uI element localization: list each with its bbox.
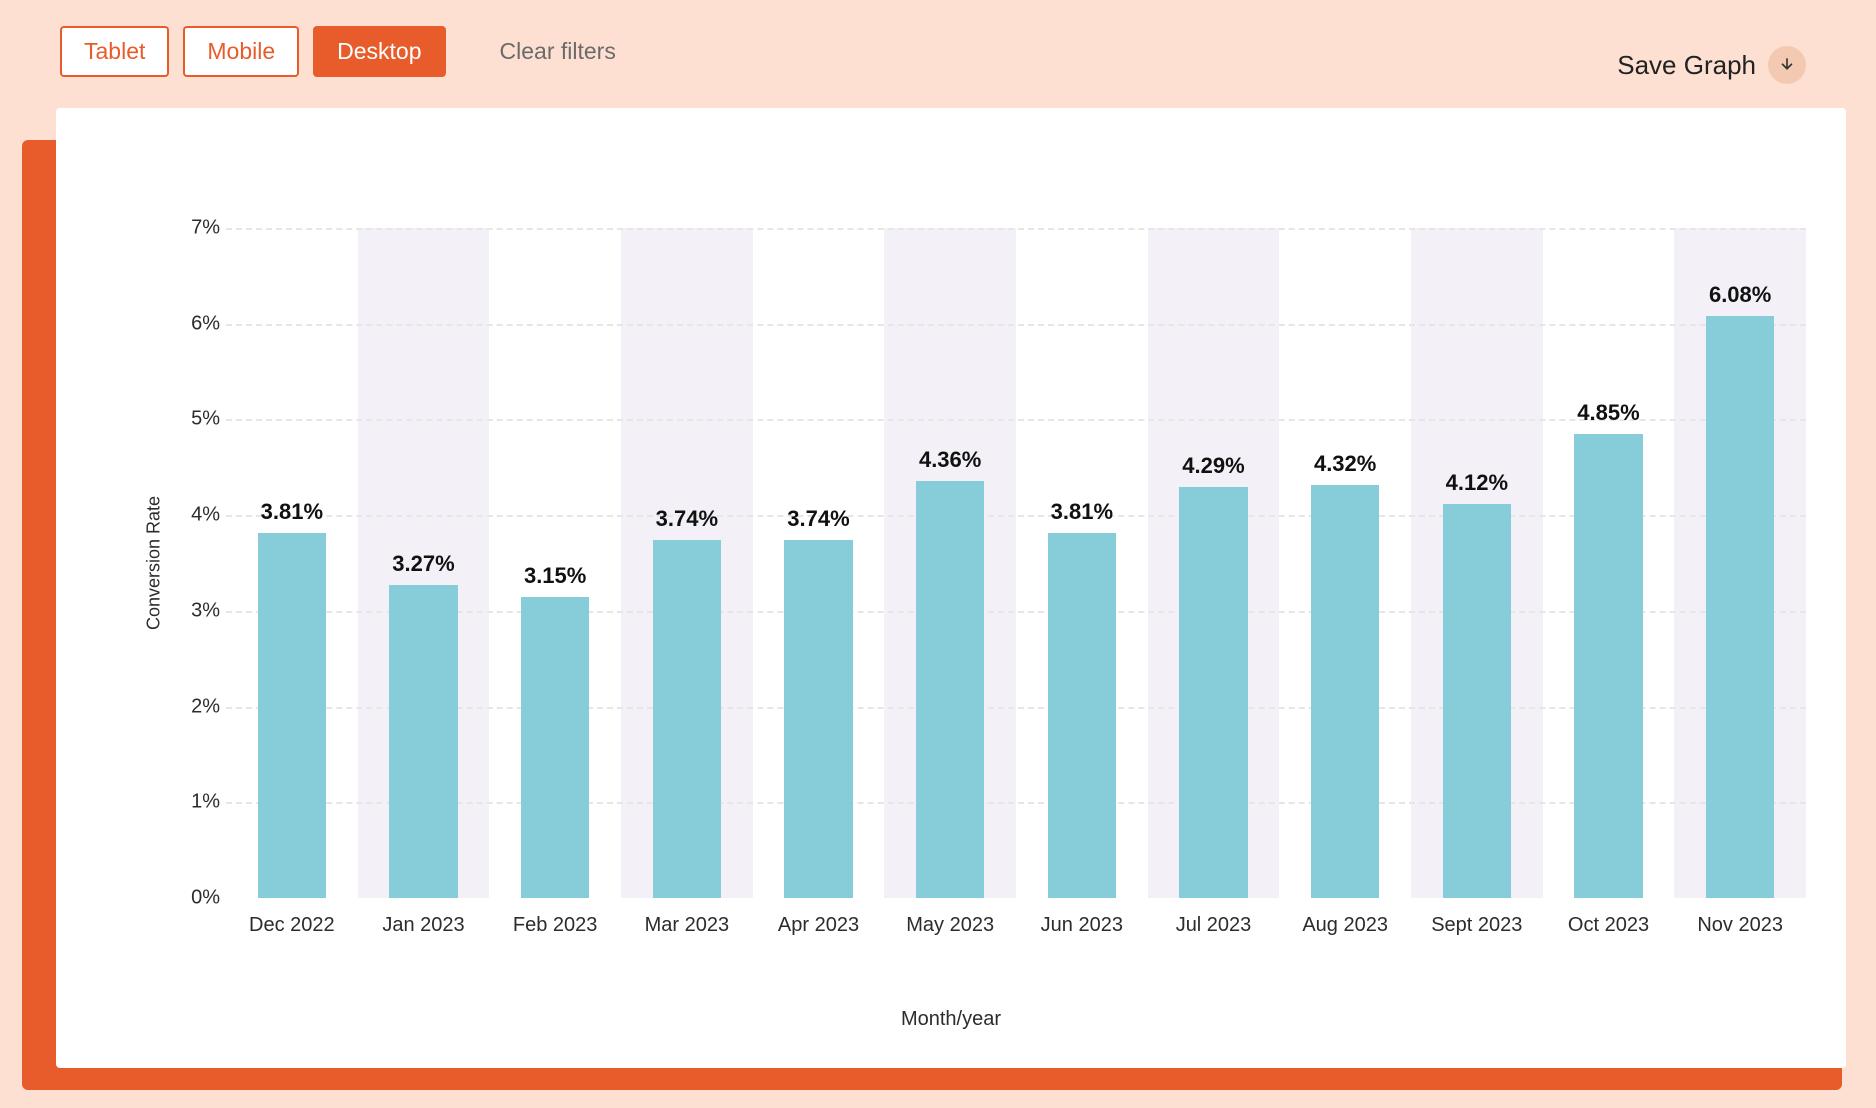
bar-value-label: 3.15%: [485, 563, 625, 589]
filter-tablet-button[interactable]: Tablet: [60, 26, 169, 77]
y-tick-label: 5%: [176, 408, 220, 431]
bar-value-label: 4.85%: [1539, 400, 1679, 426]
y-tick-label: 3%: [176, 599, 220, 622]
filter-group: Tablet Mobile Desktop Clear filters: [60, 26, 616, 77]
chart-gridline: [226, 707, 1806, 709]
x-axis-title: Month/year: [56, 1008, 1846, 1031]
chart-bar: [1443, 504, 1511, 898]
chart-gridline: [226, 228, 1806, 230]
bar-value-label: 4.29%: [1144, 453, 1284, 479]
chart-bar: [916, 481, 984, 898]
clear-filters-link[interactable]: Clear filters: [500, 38, 616, 65]
chart-bar: [1574, 434, 1642, 898]
chart-bar: [389, 585, 457, 898]
x-tick-label: Aug 2023: [1275, 914, 1415, 937]
x-tick-label: Oct 2023: [1539, 914, 1679, 937]
download-icon: [1768, 46, 1806, 84]
bar-value-label: 4.12%: [1407, 470, 1547, 496]
chart-bar: [653, 540, 721, 898]
bar-value-label: 6.08%: [1670, 282, 1810, 308]
y-tick-label: 2%: [176, 695, 220, 718]
bar-value-label: 4.36%: [880, 447, 1020, 473]
filter-mobile-button[interactable]: Mobile: [183, 26, 299, 77]
save-graph-button[interactable]: Save Graph: [1617, 18, 1816, 84]
chart-bar: [521, 597, 589, 899]
y-tick-label: 6%: [176, 312, 220, 335]
filter-desktop-button[interactable]: Desktop: [313, 26, 445, 77]
bar-value-label: 3.81%: [1012, 499, 1152, 525]
chart-plot-area: 0%1%2%3%4%5%6%7%3.81%Dec 20223.27%Jan 20…: [226, 228, 1806, 898]
x-tick-label: Feb 2023: [485, 914, 625, 937]
x-tick-label: Apr 2023: [749, 914, 889, 937]
y-axis-title: Conversion Rate: [144, 496, 165, 630]
chart-card: Conversion Rate 0%1%2%3%4%5%6%7%3.81%Dec…: [56, 108, 1846, 1068]
x-tick-label: May 2023: [880, 914, 1020, 937]
chart-bar: [1048, 533, 1116, 898]
y-tick-label: 4%: [176, 504, 220, 527]
chart-bar: [784, 540, 852, 898]
chart-gridline: [226, 802, 1806, 804]
save-graph-label: Save Graph: [1617, 50, 1756, 81]
bar-value-label: 3.81%: [222, 499, 362, 525]
toolbar: Tablet Mobile Desktop Clear filters Save…: [0, 0, 1876, 90]
chart-bar: [258, 533, 326, 898]
y-tick-label: 7%: [176, 217, 220, 240]
bar-value-label: 3.74%: [617, 506, 757, 532]
y-tick-label: 0%: [176, 887, 220, 910]
chart-gridline: [226, 611, 1806, 613]
chart-gridline: [226, 324, 1806, 326]
bar-value-label: 4.32%: [1275, 451, 1415, 477]
chart-bar: [1311, 485, 1379, 898]
chart-bar: [1706, 316, 1774, 898]
x-tick-label: Sept 2023: [1407, 914, 1547, 937]
x-tick-label: Jul 2023: [1144, 914, 1284, 937]
bar-value-label: 3.74%: [749, 506, 889, 532]
x-tick-label: Dec 2022: [222, 914, 362, 937]
x-tick-label: Jun 2023: [1012, 914, 1152, 937]
y-tick-label: 1%: [176, 791, 220, 814]
x-tick-label: Mar 2023: [617, 914, 757, 937]
bar-value-label: 3.27%: [354, 551, 494, 577]
x-tick-label: Jan 2023: [354, 914, 494, 937]
x-tick-label: Nov 2023: [1670, 914, 1810, 937]
chart-bar: [1179, 487, 1247, 898]
